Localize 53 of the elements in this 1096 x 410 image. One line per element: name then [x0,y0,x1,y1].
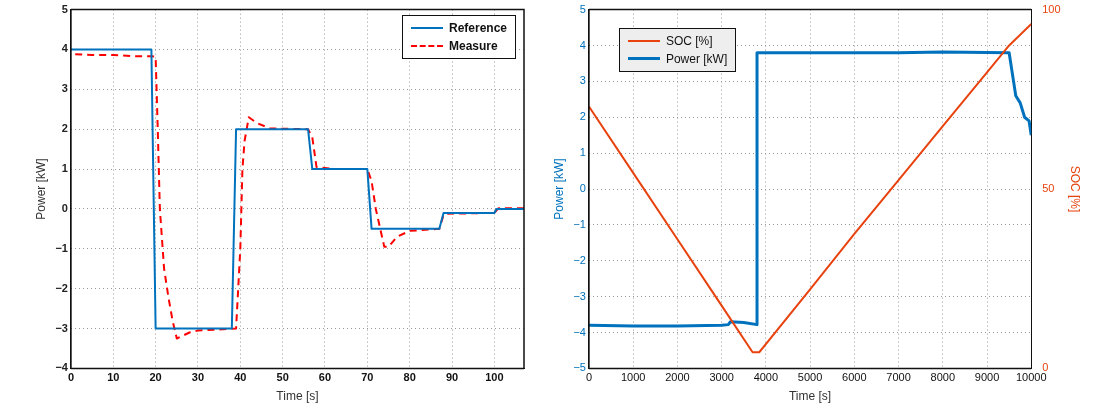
y-tick-label: 5 [579,2,586,15]
x-tick-label: 20 [149,371,162,384]
y-tick-label: −3 [55,321,68,334]
legend-label: SOC [%] [665,32,713,50]
x-tick-label: 1000 [620,371,646,384]
y-tick-label: −2 [573,253,586,266]
y-tick-label: −4 [55,361,69,374]
y-tick-label: 2 [61,122,68,135]
y-tick-label: 4 [61,42,69,55]
y2-tick-label: 50 [1042,182,1055,195]
y-tick-label: 0 [579,182,586,195]
x-tick-label: 10 [107,371,120,384]
y2-tick-label: 100 [1042,2,1061,15]
y2-tick-label: 0 [1042,361,1049,374]
x-tick-label: 6000 [842,371,867,384]
x-tick-label: 30 [191,371,205,384]
y-tick-label: 5 [61,2,68,15]
y-tick-label: −5 [573,361,586,374]
y-tick-label: −1 [573,217,586,230]
y-tick-label: 4 [579,38,586,51]
x-tick-label: 10000 [1015,371,1047,384]
x-tick-label: 2000 [665,371,690,384]
x-tick-label: 4000 [753,371,779,384]
x-tick-label: 90 [445,371,459,384]
x-tick-label: 70 [361,371,374,384]
y-tick-label: −2 [55,281,68,294]
x-tick-label: 60 [318,371,332,384]
y-tick-label: −3 [573,289,586,302]
y-tick-label: 1 [61,162,68,175]
x-axis-title: Time [s] [276,389,319,404]
legend-label: Power [kW] [665,50,728,68]
x-tick-label: 9000 [974,371,1000,384]
y-tick-label: 3 [61,82,68,95]
legend-label: Reference [449,19,508,37]
x-tick-label: 7000 [886,371,911,384]
y-tick-label: −1 [55,241,68,254]
y-axis-title: Power [kW] [551,158,566,220]
x-axis-title: Time [s] [788,389,832,404]
x-tick-label: 50 [276,371,289,384]
x-tick-label: 5000 [797,371,823,384]
legend-label: Measure [449,37,498,55]
y-axis-title: Power [kW] [33,158,48,220]
y2-axis-title: SOC [%] [1068,165,1083,213]
y-tick-label: 3 [579,74,586,87]
x-tick-label: 100 [485,371,504,384]
y-tick-label: −4 [573,325,586,338]
x-tick-label: 80 [403,371,416,384]
y-tick-label: 2 [579,110,586,123]
x-tick-label: 8000 [930,371,956,384]
y-tick-label: 0 [61,201,68,214]
y-tick-label: 1 [579,146,586,159]
x-tick-label: 3000 [709,371,734,384]
x-tick-label: 40 [234,371,247,384]
